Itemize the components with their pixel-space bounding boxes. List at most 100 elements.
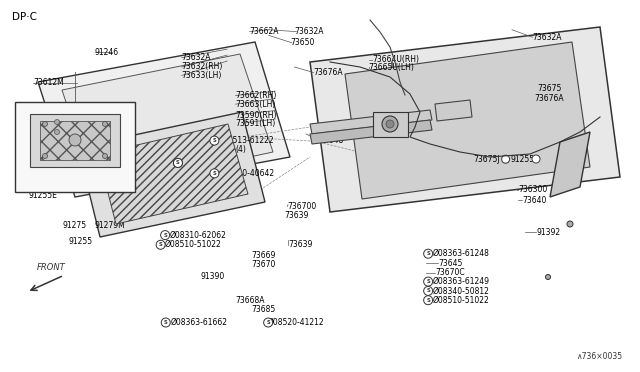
Polygon shape: [78, 112, 265, 237]
Text: S: S: [426, 279, 430, 284]
Circle shape: [173, 158, 182, 167]
Text: N: N: [175, 160, 180, 166]
Text: 73632A: 73632A: [294, 27, 324, 36]
Text: 736700: 736700: [287, 202, 317, 211]
Polygon shape: [550, 132, 590, 197]
Polygon shape: [345, 42, 590, 199]
Text: S: S: [426, 251, 430, 256]
Text: 73644E: 73644E: [27, 115, 56, 124]
Circle shape: [424, 277, 433, 286]
Circle shape: [532, 155, 540, 163]
Text: Ø08520-41212: Ø08520-41212: [268, 318, 324, 327]
Text: Ø08363-61248: Ø08363-61248: [433, 249, 490, 258]
Circle shape: [42, 154, 47, 158]
Circle shape: [386, 120, 394, 128]
Text: Ø08510-51022: Ø08510-51022: [165, 240, 222, 249]
Circle shape: [264, 318, 273, 327]
Circle shape: [161, 231, 170, 240]
Circle shape: [545, 275, 550, 279]
Circle shape: [567, 221, 573, 227]
Text: 73645: 73645: [438, 259, 463, 267]
Text: 73650: 73650: [290, 38, 314, 47]
Text: ⊙: ⊙: [502, 155, 509, 164]
Text: 91255: 91255: [68, 237, 93, 246]
Text: S: S: [266, 320, 270, 325]
Text: 73665U(LH): 73665U(LH): [369, 63, 415, 72]
Text: 73632A: 73632A: [182, 53, 211, 62]
Circle shape: [161, 318, 170, 327]
Text: DP·C: DP·C: [12, 12, 36, 22]
Text: ⊙: ⊙: [532, 154, 540, 164]
Circle shape: [424, 286, 433, 295]
Text: Ø08363-61249: Ø08363-61249: [433, 277, 490, 286]
Text: 73669: 73669: [252, 251, 276, 260]
Circle shape: [54, 119, 60, 125]
Text: S: S: [176, 160, 180, 166]
Text: 73675: 73675: [538, 84, 562, 93]
Text: 73676A: 73676A: [534, 94, 564, 103]
Circle shape: [69, 134, 81, 146]
Text: 91275: 91275: [62, 221, 86, 230]
Text: ∧736×0035: ∧736×0035: [576, 352, 622, 361]
Text: 91392: 91392: [536, 228, 561, 237]
Circle shape: [102, 154, 108, 158]
Text: 73612M: 73612M: [33, 78, 64, 87]
Text: Ø08310-62062: Ø08310-62062: [170, 231, 227, 240]
Text: 73639: 73639: [284, 211, 308, 220]
Text: 73632A: 73632A: [532, 33, 562, 42]
Text: 91246: 91246: [95, 48, 119, 57]
Polygon shape: [30, 114, 120, 167]
Text: S: S: [426, 298, 430, 303]
Text: Ø08363-61662: Ø08363-61662: [170, 318, 227, 327]
Text: 73675J: 73675J: [474, 155, 500, 164]
Text: (4): (4): [235, 145, 246, 154]
Text: 73662(RH): 73662(RH): [236, 91, 277, 100]
Polygon shape: [310, 27, 620, 212]
Text: 73648: 73648: [319, 136, 344, 145]
Polygon shape: [38, 42, 290, 197]
Text: 73591(LH): 73591(LH): [236, 119, 276, 128]
Circle shape: [210, 169, 219, 178]
Polygon shape: [435, 100, 472, 121]
Bar: [15, 102, 135, 192]
Polygon shape: [62, 54, 273, 190]
Circle shape: [42, 122, 47, 126]
Text: 91279M: 91279M: [95, 221, 125, 230]
Text: 73662A: 73662A: [250, 27, 279, 36]
Polygon shape: [310, 120, 432, 144]
Text: 91279P: 91279P: [29, 182, 58, 191]
Text: 73632(RH): 73632(RH): [182, 62, 223, 71]
Circle shape: [424, 296, 433, 305]
Text: 73668A: 73668A: [235, 296, 264, 305]
Text: FRONT: FRONT: [37, 263, 65, 272]
Text: S: S: [164, 320, 168, 325]
Text: 736300: 736300: [518, 185, 548, 194]
Text: Ø08340-40642: Ø08340-40642: [218, 169, 275, 178]
Text: N08911-20647: N08911-20647: [180, 158, 237, 167]
Bar: [372, 112, 408, 137]
Circle shape: [210, 136, 219, 145]
Text: 73663(LH): 73663(LH): [236, 100, 276, 109]
Polygon shape: [98, 124, 248, 224]
Text: Ø08340-50812: Ø08340-50812: [433, 286, 490, 295]
Text: 91255F: 91255F: [511, 155, 540, 164]
Text: 73676A: 73676A: [314, 68, 343, 77]
Text: 73670: 73670: [252, 260, 276, 269]
Text: 73670C: 73670C: [435, 268, 465, 277]
Text: 73685: 73685: [252, 305, 276, 314]
Text: S: S: [212, 138, 216, 143]
Circle shape: [54, 129, 60, 135]
Text: 73664U(RH): 73664U(RH): [372, 55, 419, 64]
Text: 73633(LH): 73633(LH): [182, 71, 222, 80]
Text: 73639: 73639: [288, 240, 312, 249]
Circle shape: [502, 155, 509, 163]
Text: 73590(RH): 73590(RH): [236, 111, 277, 120]
Text: S: S: [212, 171, 216, 176]
Text: S: S: [159, 242, 163, 247]
Polygon shape: [40, 121, 110, 160]
Text: 73640: 73640: [522, 196, 547, 205]
Circle shape: [173, 158, 182, 167]
Text: Ø08513-61222: Ø08513-61222: [218, 136, 274, 145]
Text: 91390: 91390: [200, 272, 225, 281]
Circle shape: [102, 122, 108, 126]
